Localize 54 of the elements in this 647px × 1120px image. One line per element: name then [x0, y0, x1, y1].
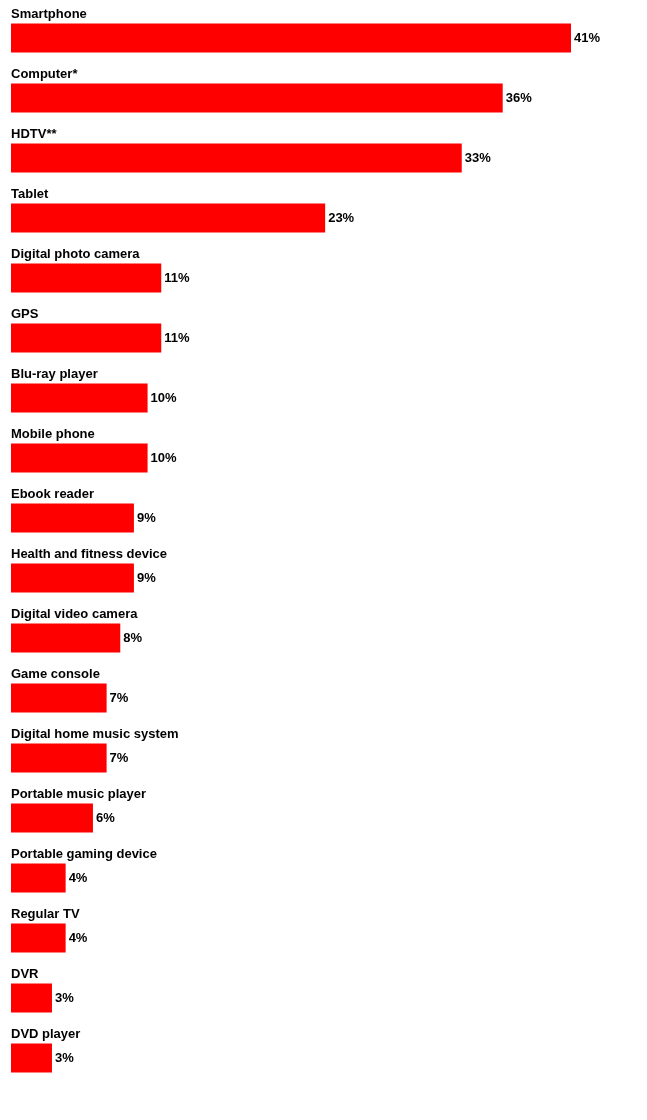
data-label: 4%: [68, 930, 88, 945]
bar: [11, 683, 107, 713]
y-tick-label: Digital video camera: [11, 606, 139, 621]
y-tick-label: DVR: [11, 966, 40, 981]
y-tick-label: GPS: [11, 306, 39, 321]
y-tick-label: Regular TV: [11, 906, 80, 921]
bar: [11, 383, 148, 413]
y-tick-label: DVD player: [11, 1026, 81, 1041]
data-label: 10%: [150, 450, 178, 465]
y-tick-label: Health and fitness device: [11, 546, 168, 561]
bar: [11, 263, 162, 293]
bar: [11, 923, 66, 953]
bar: [11, 863, 66, 893]
data-label: 8%: [123, 630, 143, 645]
y-tick-label: Smartphone: [11, 6, 87, 21]
data-label: 7%: [109, 750, 129, 765]
data-label: 4%: [68, 870, 88, 885]
y-tick-label: Computer*: [11, 66, 79, 81]
y-tick-label: Mobile phone: [11, 426, 95, 441]
y-tick-label: Portable gaming device: [11, 846, 157, 861]
data-label: 23%: [328, 210, 355, 225]
bar: [11, 803, 93, 833]
data-label: 6%: [95, 810, 116, 825]
y-tick-label: HDTV**: [11, 126, 58, 141]
bar: [11, 983, 52, 1013]
bar: [11, 743, 107, 773]
bar: [11, 203, 326, 233]
y-tick-label: Digital photo camera: [11, 246, 141, 261]
y-tick-label: Tablet: [11, 186, 49, 201]
data-label: 33%: [464, 150, 492, 165]
data-label: 9%: [136, 510, 157, 525]
y-tick-label: Ebook reader: [11, 486, 95, 501]
bar: [11, 623, 121, 653]
bar: [11, 323, 162, 353]
y-tick-label: Blu-ray player: [11, 366, 98, 381]
data-label: 9%: [136, 570, 157, 585]
y-tick-label: Digital home music system: [11, 726, 179, 741]
bar: [11, 563, 134, 593]
data-label: 11%: [164, 330, 190, 345]
data-label: 11%: [164, 270, 190, 285]
data-label: 36%: [505, 90, 533, 105]
data-label: 3%: [54, 1050, 75, 1065]
bar: [11, 23, 571, 53]
bar: [11, 83, 503, 113]
data-label: 3%: [54, 990, 75, 1005]
y-tick-label: Game console: [11, 666, 100, 681]
bar: [11, 143, 462, 173]
data-label: 10%: [150, 390, 178, 405]
data-label: 7%: [109, 690, 129, 705]
data-label: 41%: [574, 30, 601, 45]
bar: [11, 503, 134, 533]
y-tick-label: Portable music player: [11, 786, 147, 801]
bar: [11, 443, 148, 473]
bar: [11, 1043, 52, 1073]
